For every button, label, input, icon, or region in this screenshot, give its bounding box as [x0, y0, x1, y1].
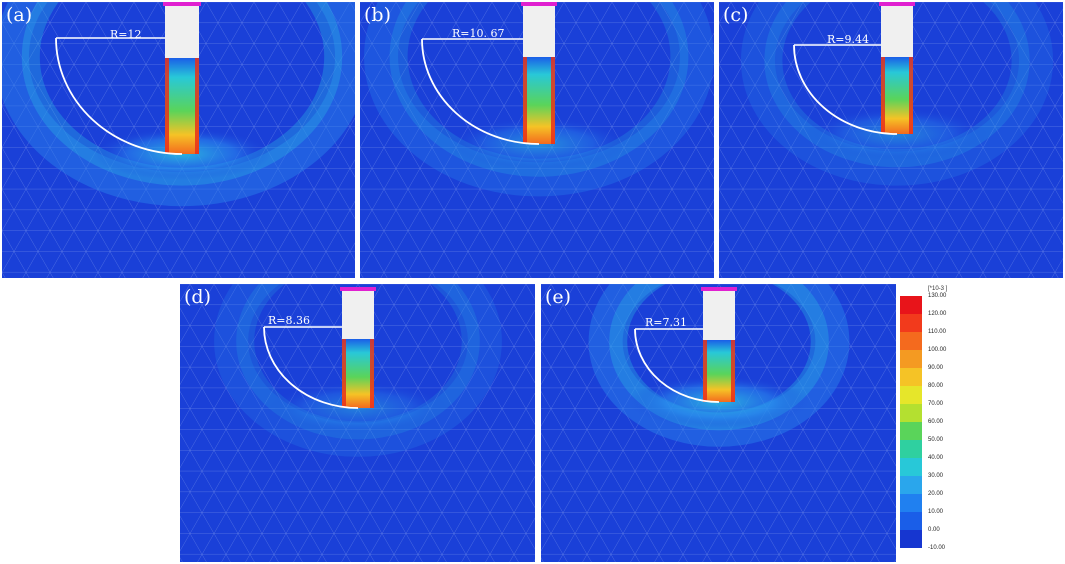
- panel-label-e: (e): [545, 286, 572, 308]
- panel-e: (e) R=7.31: [541, 284, 896, 562]
- pile-body: [342, 291, 374, 339]
- stress-band: [740, 2, 1054, 186]
- radius-label-e: R=7.31: [645, 316, 687, 329]
- pile-cap: [163, 2, 201, 6]
- stress-field-b: [360, 2, 714, 278]
- legend-tick: 90.00: [928, 365, 944, 371]
- legend-swatch: [900, 476, 922, 494]
- panel-label-c: (c): [723, 4, 749, 26]
- legend-unit: [*10-3 ]: [928, 286, 948, 292]
- pile-stress-zone: [165, 58, 199, 154]
- pile-edge-left: [523, 57, 527, 144]
- influence-arc: [634, 328, 720, 403]
- legend-tick: 20.00: [928, 491, 944, 497]
- legend-swatch: [900, 440, 922, 458]
- panel-c: (c) R=9.44: [719, 2, 1063, 278]
- pile-edge-right: [731, 340, 735, 402]
- stress-band: [214, 284, 502, 457]
- pile-stress-zone: [342, 339, 374, 408]
- panel-b: (b) R=10. 67: [360, 2, 714, 278]
- legend-swatch: [900, 314, 922, 332]
- pile-body: [881, 6, 913, 57]
- legend-tick: 40.00: [928, 455, 944, 461]
- legend-tick: -10.00: [928, 545, 946, 551]
- legend-swatch: [900, 530, 922, 548]
- color-legend: [*10-3 ] 130.00 120.00 110.00 100.00 90.00 80…: [898, 286, 962, 561]
- legend-swatch: [900, 404, 922, 422]
- panel-label-b: (b): [364, 4, 391, 26]
- pile-edge-left: [881, 57, 885, 134]
- pile-edge-right: [370, 339, 374, 408]
- legend-tick: 10.00: [928, 509, 944, 515]
- radius-label-c: R=9.44: [827, 33, 869, 46]
- pile-body: [523, 6, 555, 57]
- radius-label-b: R=10. 67: [452, 27, 505, 40]
- influence-arc: [421, 38, 540, 145]
- panel-a: (a) R=12: [2, 2, 355, 278]
- radius-label-a: R=12: [110, 28, 142, 41]
- pile-cap: [701, 287, 737, 291]
- stress-band: [364, 2, 714, 197]
- legend-tick: 60.00: [928, 419, 944, 425]
- mesh-grid: [2, 2, 355, 278]
- stress-field-a: [2, 2, 355, 278]
- legend-tick: 80.00: [928, 383, 944, 389]
- legend-swatch: [900, 386, 922, 404]
- legend-tick: 30.00: [928, 473, 944, 479]
- pile-edge-left: [165, 58, 169, 154]
- stress-field-c: [719, 2, 1063, 278]
- panel-label-a: (a): [6, 4, 33, 26]
- pile-cap: [879, 2, 915, 6]
- pile-edge-right: [195, 58, 199, 154]
- stress-field-d: [180, 284, 535, 562]
- pile-edge-right: [909, 57, 913, 134]
- legend-tick: 0.00: [928, 527, 940, 533]
- panel-d: (d) R=8.36: [180, 284, 535, 562]
- pile-stress-zone: [881, 57, 913, 134]
- stress-band: [2, 2, 355, 207]
- pile-stress-zone: [523, 57, 555, 144]
- legend-swatch: [900, 332, 922, 350]
- legend-swatch: [900, 458, 922, 476]
- pile-edge-left: [703, 340, 707, 402]
- legend-tick: 130.00: [928, 293, 947, 299]
- legend-swatch: [900, 350, 922, 368]
- mesh-grid: [541, 284, 896, 562]
- legend-swatch: [900, 422, 922, 440]
- legend-tick: 50.00: [928, 437, 944, 443]
- legend-tick: 110.00: [928, 329, 946, 335]
- legend-tick: 100.00: [928, 347, 947, 353]
- legend-swatch: [900, 368, 922, 386]
- stress-field-e: [541, 284, 896, 562]
- legend-swatch: [900, 512, 922, 530]
- legend-tick: 120.00: [928, 311, 947, 317]
- pile-edge-left: [342, 339, 346, 408]
- legend-swatch: [900, 296, 922, 314]
- pile-cap: [521, 2, 557, 6]
- stress-band: [588, 284, 850, 447]
- legend-swatch: [900, 494, 922, 512]
- radius-label-d: R=8.36: [268, 314, 310, 327]
- pile-cap: [340, 287, 376, 291]
- panel-label-d: (d): [184, 286, 211, 308]
- pile-edge-right: [551, 57, 555, 144]
- influence-arc: [55, 37, 183, 155]
- influence-arc: [793, 44, 898, 135]
- legend-tick: 70.00: [928, 401, 944, 407]
- influence-arc: [263, 326, 359, 409]
- pile-stress-zone: [703, 340, 735, 402]
- pile-body: [165, 6, 199, 58]
- pile-body: [703, 291, 735, 340]
